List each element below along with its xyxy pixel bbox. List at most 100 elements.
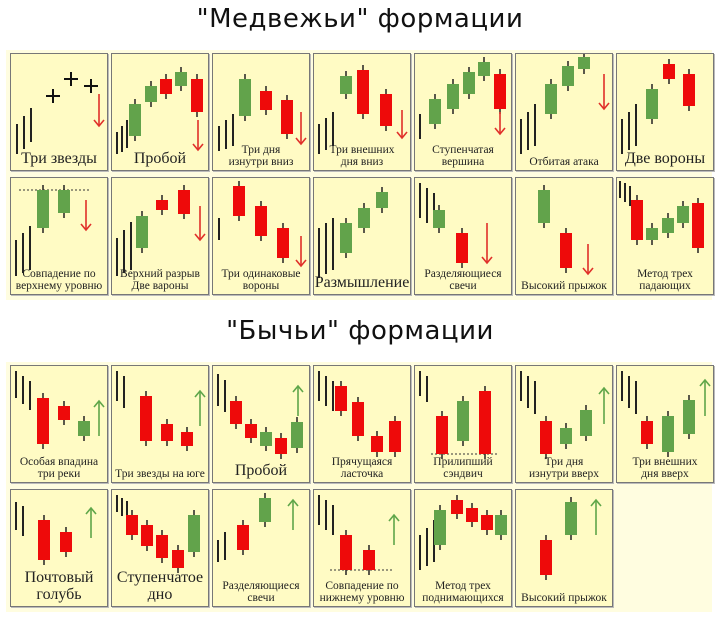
candlestick-diagram [318, 187, 388, 278]
candlestick-diagram [217, 493, 299, 562]
bearish-candle [275, 438, 287, 454]
bearish-candle [181, 432, 193, 446]
bearish-patterns-grid: Три звезды Пробой Три дня изнутри вниз Три … [6, 50, 714, 300]
pattern-label: Пробой [234, 462, 288, 480]
bullish-candle [58, 190, 70, 213]
pattern-label: Верхний разрыв Две вароны [120, 267, 200, 292]
bearish-candle [156, 200, 168, 210]
pattern-label: Размышление [314, 274, 410, 292]
arrow-head [192, 143, 204, 152]
bearish-candle [140, 396, 152, 441]
bearish-candle [237, 525, 249, 550]
pattern-card-bullish-8: Ступенчатое дно [111, 489, 209, 607]
pattern-card-bullish-9: Разделяющиеся свечи [212, 489, 310, 607]
candlestick-diagram [621, 59, 695, 154]
arrow-head [93, 399, 105, 408]
bullish-candle [560, 428, 572, 444]
pattern-label: Прячущаяся ласточка [331, 455, 393, 480]
bullish-candle [340, 223, 352, 253]
bearish-candle [371, 436, 383, 452]
pattern-label: Три внешних дня вниз [329, 143, 395, 168]
pattern-card-bearish-0: Три звезды [10, 53, 108, 171]
pattern-label: Совпадение по нижнему уровню [319, 579, 405, 604]
candlestick-diagram [619, 181, 704, 253]
bearish-candle [340, 535, 352, 570]
bullish-candle [662, 416, 674, 452]
candlestick-diagram [419, 183, 493, 268]
bearish-candle [126, 515, 138, 535]
bullish-patterns-grid: Особая впадина три реки Три звезды на юге… [6, 362, 714, 612]
candlestick-diagram [15, 185, 92, 276]
bearish-candle [663, 64, 675, 79]
bearish-candle [141, 525, 153, 546]
arrow-head [93, 119, 105, 128]
bullish-candle [683, 400, 695, 434]
arrow-up-icon [93, 399, 105, 436]
bullish-candle [376, 192, 388, 208]
candlestick-diagram [15, 502, 97, 565]
bullish-candle [434, 510, 446, 545]
bullish-candle [646, 228, 658, 240]
bearish-candle [233, 186, 245, 216]
pattern-label: Прилипший сэндвич [433, 455, 493, 480]
candlestick-diagram [621, 371, 711, 457]
pattern-label: Совпадение по верхнему уровню [15, 267, 103, 292]
candlestick-diagram [116, 495, 200, 573]
pattern-label: Три дня изнутри вниз [228, 143, 294, 168]
pattern-label: Особая впадина три реки [19, 455, 99, 480]
arrow-head [194, 389, 206, 398]
bullish-candle [136, 216, 148, 248]
bearish-candle [230, 401, 242, 424]
bearish-candle [560, 233, 572, 268]
candlestick-diagram [318, 495, 400, 575]
bullish-candle [78, 421, 90, 436]
pattern-card-bearish-10: Размышление [313, 177, 411, 295]
pattern-label: Три одинаковые вороны [221, 267, 301, 292]
arrow-head [194, 233, 206, 242]
pattern-label: Ступенчатое дно [116, 569, 204, 604]
bullish-candle [495, 515, 507, 535]
bullish-candle [129, 104, 141, 136]
candlestick-diagram [217, 374, 304, 459]
bearish-candle [357, 70, 369, 114]
arrow-down-icon [192, 120, 204, 152]
bullish-candle [358, 208, 370, 228]
arrow-head [292, 384, 304, 393]
arrow-down-icon [93, 94, 105, 128]
arrow-up-icon [85, 506, 97, 538]
arrow-down-icon [582, 244, 594, 276]
bullish-candle [478, 62, 490, 76]
bearish-candle [481, 515, 493, 530]
bearish-candle [683, 74, 695, 106]
arrow-head [295, 137, 307, 146]
pattern-label: Три звезды на юге [115, 467, 205, 480]
bullish-candle [145, 86, 157, 102]
pattern-card-bearish-7: Совпадение по верхнему уровню [10, 177, 108, 295]
bearish-candle [156, 535, 168, 558]
arrow-head [295, 259, 307, 268]
arrow-head [582, 267, 594, 276]
bearish-candle [352, 402, 364, 436]
bullish-candle [429, 99, 441, 124]
candlestick-diagram [218, 74, 307, 151]
bearish-candle [436, 416, 448, 454]
pattern-label: Почтовый голубь [24, 569, 94, 604]
bullish-candle [175, 72, 187, 86]
candlestick-diagram [16, 72, 105, 154]
arrow-head [590, 498, 602, 507]
pattern-card-bearish-5: Отбитая атака [515, 53, 613, 171]
bearish-candle [160, 79, 172, 94]
arrow-down-icon [396, 110, 408, 140]
arrow-head [388, 513, 400, 522]
arrow-down-icon [481, 223, 493, 265]
bearish-candle [494, 74, 506, 109]
arrow-head [287, 498, 299, 507]
arrow-head [494, 127, 506, 136]
bullish-candle [580, 410, 592, 436]
bearish-candle [277, 228, 289, 258]
pattern-card-bullish-11: Метод трех поднимающихся [414, 489, 512, 607]
pattern-card-bullish-7: Почтовый голубь [10, 489, 108, 607]
pattern-label: Метод трех поднимающихся [422, 579, 504, 604]
arrow-down-icon [80, 200, 92, 232]
pattern-card-bearish-4: Ступенчатая вершина [414, 53, 512, 171]
